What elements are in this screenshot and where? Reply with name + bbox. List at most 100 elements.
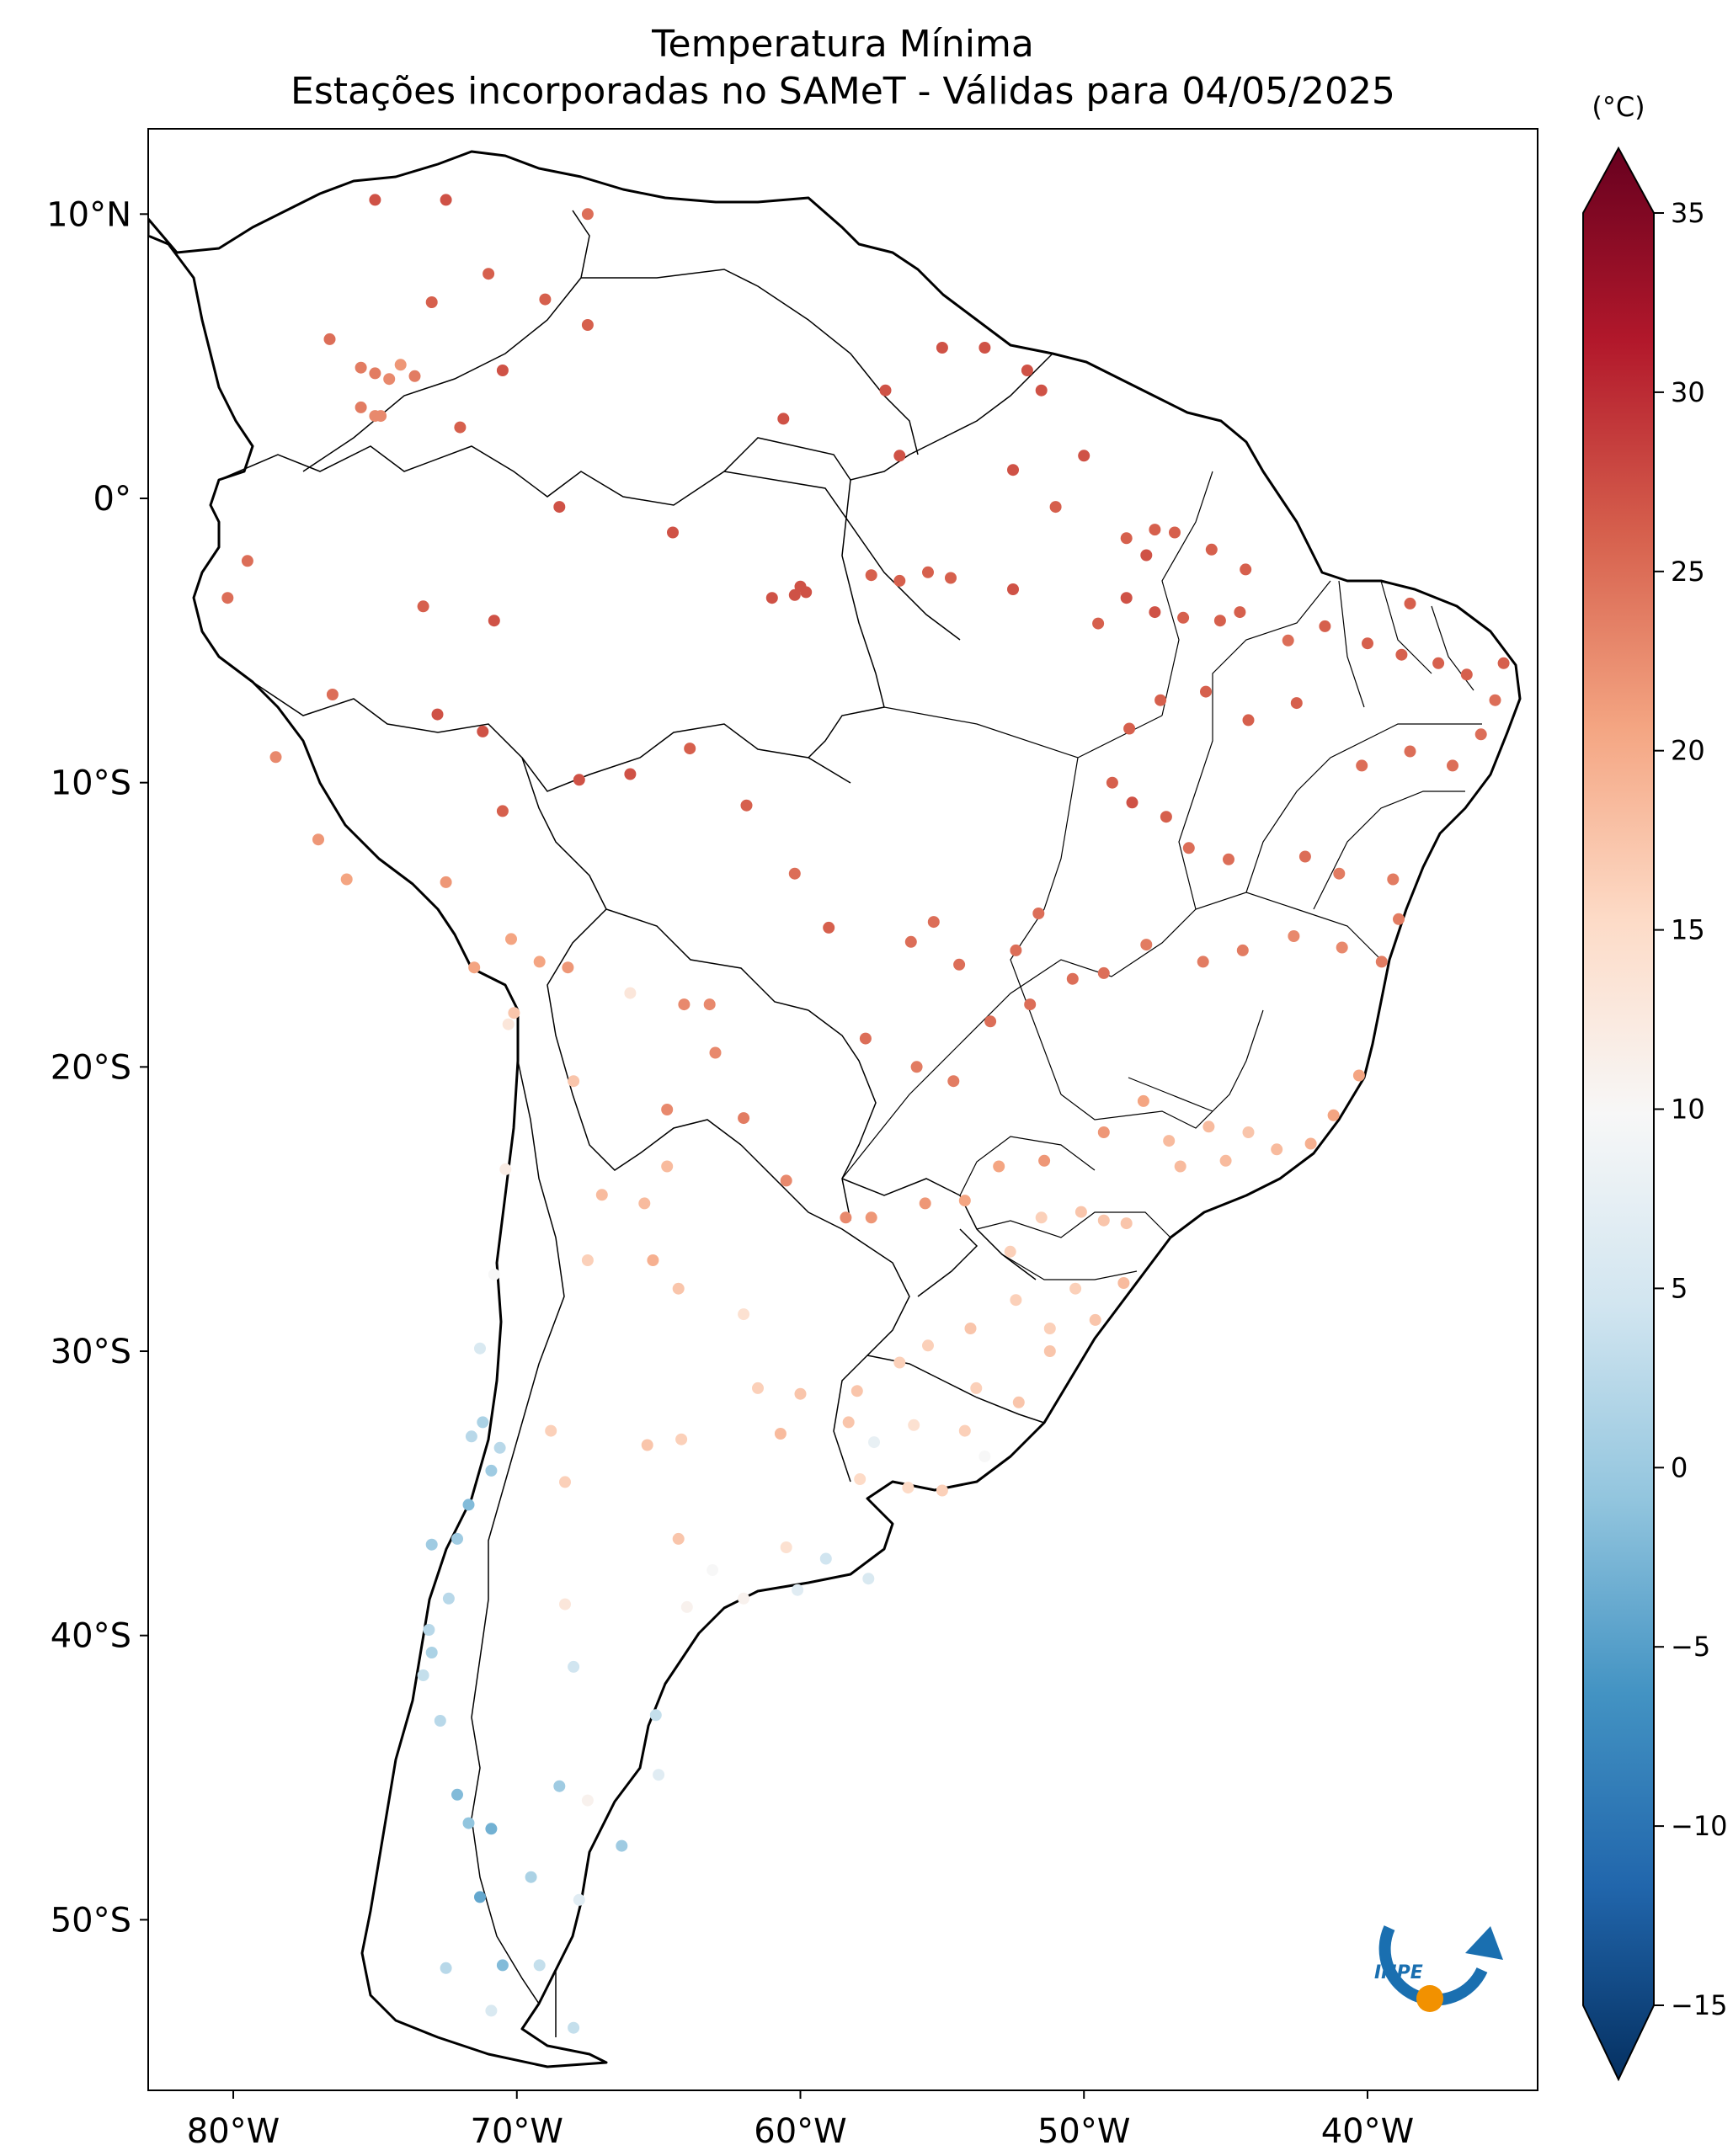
lat-tick-label: 30°S — [51, 1333, 131, 1371]
station-point — [675, 1433, 688, 1445]
station-point — [667, 526, 679, 539]
station-point — [1160, 811, 1172, 823]
station-point — [1097, 1214, 1110, 1227]
station-point — [1200, 685, 1212, 698]
station-point — [947, 1075, 960, 1088]
station-point — [1304, 1137, 1317, 1150]
station-point — [369, 367, 381, 380]
station-point — [1021, 365, 1033, 376]
station-point — [493, 1441, 506, 1454]
station-point — [740, 799, 753, 812]
station-point — [1035, 1211, 1048, 1224]
station-point — [1404, 597, 1416, 610]
station-point — [788, 588, 801, 601]
station-point — [440, 194, 452, 206]
colorbar-tick-label: 35 — [1671, 197, 1705, 229]
station-point — [485, 1823, 498, 1835]
station-point — [1032, 908, 1045, 919]
station-point — [958, 1424, 971, 1437]
map-title: Temperatura Mínima — [652, 23, 1034, 66]
logo-text: INPE — [1374, 1962, 1423, 1983]
station-point — [661, 1104, 674, 1115]
station-point — [496, 805, 509, 817]
station-point — [425, 1538, 438, 1551]
station-point — [672, 1532, 685, 1545]
station-point — [792, 1584, 804, 1596]
station-point — [1489, 694, 1501, 706]
colorbar-tick-label: 20 — [1671, 735, 1705, 767]
station-point — [340, 873, 353, 886]
station-point — [488, 1268, 500, 1280]
station-point — [375, 410, 387, 423]
station-point — [624, 987, 637, 999]
station-point — [922, 566, 934, 578]
station-point — [879, 384, 892, 397]
station-point — [1012, 1396, 1025, 1408]
station-point — [595, 1189, 608, 1201]
station-point — [269, 751, 282, 764]
station-point — [1282, 634, 1294, 647]
continent-outline — [148, 150, 1522, 2068]
station-point — [624, 768, 637, 780]
station-point — [1007, 583, 1019, 595]
station-point — [893, 574, 906, 587]
station-point — [1387, 873, 1400, 886]
station-point — [842, 1416, 855, 1429]
station-point — [709, 1046, 722, 1059]
station-point — [1163, 1135, 1176, 1147]
station-point — [1024, 998, 1037, 1011]
station-point — [1154, 694, 1167, 706]
colorbar-tick-label: 5 — [1671, 1272, 1688, 1304]
station-point — [1117, 1277, 1130, 1289]
station-point — [1140, 939, 1153, 951]
station-point — [910, 1061, 923, 1073]
station-point — [326, 689, 339, 700]
station-point — [1149, 524, 1161, 536]
colorbar-tick-label: −15 — [1671, 1989, 1728, 2021]
station-point — [440, 1962, 452, 1974]
station-point — [1137, 1094, 1149, 1107]
station-point — [581, 208, 594, 221]
lat-tick-label: 10°S — [51, 764, 131, 803]
station-point — [893, 1356, 906, 1369]
station-point — [221, 592, 234, 604]
station-point — [1169, 526, 1181, 539]
station-point — [1066, 972, 1079, 985]
station-point — [680, 1600, 693, 1613]
station-point — [505, 933, 517, 945]
station-point — [1352, 1069, 1365, 1082]
station-point — [423, 1624, 435, 1636]
station-point — [312, 833, 324, 846]
station-point — [483, 268, 495, 280]
station-point — [559, 1598, 571, 1610]
station-point — [425, 1647, 438, 1658]
station-point — [738, 1112, 750, 1125]
station-point — [1007, 464, 1019, 476]
station-point — [1236, 944, 1249, 956]
station-point — [417, 600, 429, 613]
station-point — [953, 958, 966, 971]
station-point — [442, 1592, 455, 1605]
station-point — [1010, 1294, 1022, 1307]
station-point — [1097, 966, 1110, 979]
station-point — [978, 342, 991, 354]
station-point — [533, 1959, 546, 1972]
station-point — [1202, 1121, 1215, 1133]
station-point — [474, 1891, 486, 1903]
map-subtitle: Estações incorporadas no SAMeT - Válidas… — [291, 70, 1395, 113]
station-point — [936, 1484, 948, 1497]
station-point — [1213, 615, 1226, 627]
station-point — [1126, 796, 1138, 809]
station-point — [581, 1794, 594, 1807]
station-point — [1290, 697, 1303, 710]
station-point — [425, 296, 438, 308]
station-point — [800, 586, 813, 599]
station-point — [703, 998, 716, 1011]
station-point — [859, 1032, 872, 1045]
lon-tick-label: 60°W — [754, 2112, 846, 2151]
station-point — [568, 1660, 580, 1673]
colorbar-tick-label: 15 — [1671, 914, 1705, 946]
station-point — [1049, 501, 1062, 514]
station-point — [1271, 1143, 1283, 1156]
station-point — [485, 2004, 498, 2017]
